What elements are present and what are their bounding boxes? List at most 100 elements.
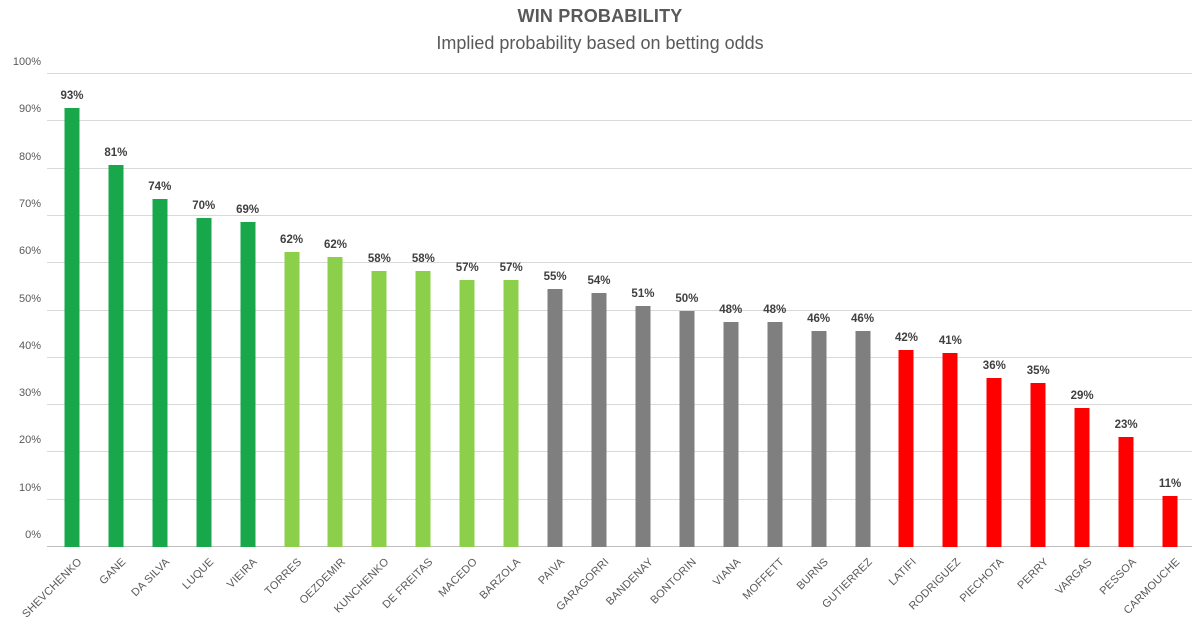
bar-slot: 74% DA SILVA	[129, 74, 182, 599]
x-tick-label-text: VARGAS	[1053, 556, 1095, 598]
y-tick-label: 100%	[12, 56, 41, 68]
bar	[986, 378, 1002, 547]
bar-series: 93% SHEVCHENKO 81% GANE 74% DA SILVA 70% LUQUE 6…	[20, 74, 1192, 621]
bar-value-label: 58%	[411, 252, 435, 265]
bar-value-label: 57%	[499, 262, 523, 275]
bar	[108, 164, 124, 547]
y-tick-label: 70%	[18, 197, 41, 210]
bar	[855, 331, 871, 547]
x-tick-label-text: PIECHOTA	[958, 556, 1007, 605]
chart-title-block: WIN PROBABILITY Implied probability base…	[0, 6, 1200, 54]
bar-slot: 42% LATIFI	[885, 74, 929, 588]
y-tick-label: 20%	[18, 434, 41, 447]
bar	[371, 270, 387, 547]
y-tick-label: 10%	[18, 481, 41, 494]
y-tick-label: 60%	[18, 245, 41, 258]
bar-value-label: 74%	[148, 181, 172, 194]
bar-value-label: 93%	[60, 89, 84, 102]
chart-subtitle: Implied probability based on betting odd…	[436, 33, 764, 53]
bar	[1162, 496, 1178, 547]
bar-value-label: 81%	[104, 146, 128, 159]
x-tick-label-text: LATIFI	[886, 556, 919, 589]
bar	[503, 280, 519, 547]
bar-slot: 23% PESSOA	[1097, 74, 1148, 597]
bar	[459, 280, 475, 547]
bar-value-label: 23%	[1114, 419, 1138, 432]
bar	[547, 288, 563, 547]
bar	[284, 252, 300, 547]
chart-title: WIN PROBABILITY	[517, 6, 683, 26]
bar-slot: 36% PIECHOTA	[958, 74, 1016, 605]
bar-value-label: 62%	[323, 238, 347, 251]
bar-value-label: 57%	[455, 262, 479, 275]
bar-slot: 81% GANE	[94, 74, 138, 587]
bar-slot: 50% BONTORIN	[649, 74, 709, 607]
bar-slot: 48% MOFFETT	[741, 74, 797, 602]
bar-slot: 55% PAIVA	[533, 74, 577, 587]
bar	[811, 331, 827, 547]
bar-slot: 46% GUTIERREZ	[820, 74, 885, 610]
bar-slot: 41% RODRIGUEZ	[906, 74, 972, 612]
bar-slot: 62% OEZDEMIR	[297, 74, 358, 607]
bar-slot: 51% BANDENAY	[604, 74, 665, 608]
bar-value-label: 55%	[543, 270, 567, 283]
bar-value-label: 46%	[851, 313, 875, 326]
y-tick-label: 0%	[25, 529, 41, 541]
gridline	[47, 451, 1192, 453]
y-tick-label: 40%	[18, 339, 41, 352]
bar-slot: 58% KUNCHENKO	[332, 74, 401, 616]
bar-value-label: 50%	[675, 292, 699, 305]
x-tick-label-text: BARZOLA	[477, 556, 524, 602]
bar-value-label: 54%	[587, 275, 611, 288]
bar-value-label: 70%	[192, 200, 216, 213]
bar-slot: 11% CARMOUCHE	[1122, 74, 1192, 616]
x-tick-label-text: VIANA	[710, 556, 744, 589]
bar-slot: 57% BARZOLA	[478, 74, 533, 602]
gridline	[47, 214, 1192, 216]
bar-slot: 69% VIEIRA	[225, 74, 270, 591]
y-tick-label: 50%	[18, 292, 41, 305]
x-tick-label-text: SHEVCHENKO	[20, 556, 85, 621]
bar-value-label: 11%	[1158, 478, 1182, 491]
gridline	[47, 262, 1192, 264]
bar	[635, 305, 651, 547]
bar	[327, 256, 343, 547]
bar-value-label: 42%	[894, 332, 918, 345]
gridline	[47, 120, 1192, 122]
bar-value-label: 36%	[982, 360, 1006, 373]
bar-slot: 70% LUQUE	[180, 74, 226, 592]
bar	[679, 310, 695, 547]
bar-slot: 58% DE FREITAS	[381, 74, 445, 611]
bar	[1118, 437, 1134, 547]
bar-value-label: 41%	[938, 335, 962, 348]
bar	[1030, 383, 1046, 547]
bar-value-label: 51%	[631, 287, 655, 300]
bar-slot: 29% VARGAS	[1053, 74, 1104, 597]
gridline	[47, 356, 1192, 358]
bar-slot: 35% PERRY	[1015, 74, 1060, 592]
bar	[415, 270, 431, 547]
bar-slot: 48% VIANA	[709, 74, 753, 589]
x-tick-label-text: LUQUE	[180, 556, 217, 592]
x-tick-label-text: PAIVA	[536, 556, 568, 587]
x-tick-label-text: BURNS	[794, 556, 832, 593]
x-tick-label-text: GANE	[97, 556, 129, 588]
x-tick-label-text: TORRES	[262, 556, 305, 598]
gridline	[47, 404, 1192, 406]
gridline	[47, 73, 1192, 74]
x-tick-label-text: BONTORIN	[648, 556, 700, 607]
bar	[196, 218, 212, 547]
y-tick-label: 90%	[18, 103, 41, 116]
gridline	[47, 309, 1192, 311]
gridline	[47, 498, 1192, 500]
x-axis-line	[47, 546, 1192, 547]
bar	[240, 221, 256, 547]
bar	[942, 353, 958, 547]
bar-value-label: 46%	[807, 313, 831, 326]
bar	[1074, 407, 1090, 547]
bar-value-label: 69%	[236, 203, 260, 216]
bar-slot: 62% TORRES	[262, 74, 314, 597]
y-tick-label: 80%	[18, 150, 41, 163]
bar-value-label: 29%	[1070, 389, 1094, 402]
